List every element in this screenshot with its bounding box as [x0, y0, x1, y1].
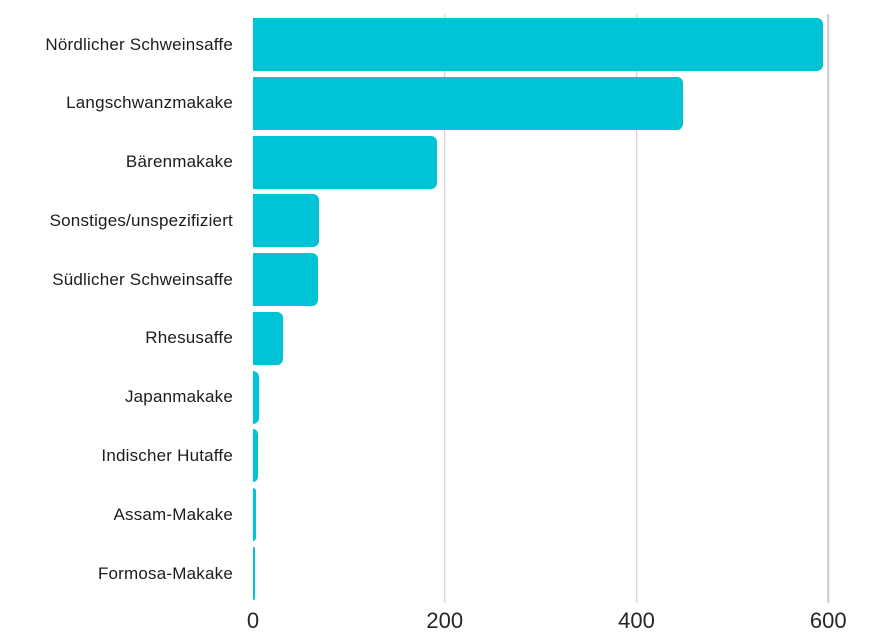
gridline-200 [444, 14, 446, 603]
category-label: Sonstiges/unspezifiziert [49, 210, 233, 230]
category-label: Formosa-Makake [97, 563, 233, 583]
bar [253, 370, 259, 424]
bar [253, 76, 683, 130]
bar [253, 488, 256, 542]
x-tick-label: 0 [246, 608, 260, 633]
category-label: Indischer Hutaffe [101, 445, 233, 465]
category-label: Japanmakake [124, 387, 233, 407]
category-label: Rhesusaffe [145, 328, 233, 348]
bar [253, 253, 319, 307]
category-label: Assam-Makake [113, 504, 233, 524]
bar [253, 18, 824, 71]
category-label: Nördlicher Schweinsaffe [45, 34, 233, 54]
bar [253, 311, 283, 365]
bar [253, 135, 438, 189]
gridline-400 [635, 14, 638, 603]
bar [253, 429, 258, 483]
bar [253, 194, 320, 248]
x-tick-label: 400 [618, 608, 655, 633]
gridline-600 [827, 14, 830, 603]
category-label: Langschwanzmakake [66, 93, 233, 113]
x-tick-label: 600 [809, 608, 847, 633]
bar [253, 547, 255, 601]
category-label: Südlicher Schweinsaffe [52, 269, 233, 289]
plot-area: 0 200 400 600 [247, 0, 881, 638]
x-tick-label: 200 [426, 608, 464, 633]
category-labels-column: Nördlicher Schweinsaffe Langschwanzmakake… [0, 0, 243, 600]
category-label: Bärenmakake [125, 152, 233, 172]
